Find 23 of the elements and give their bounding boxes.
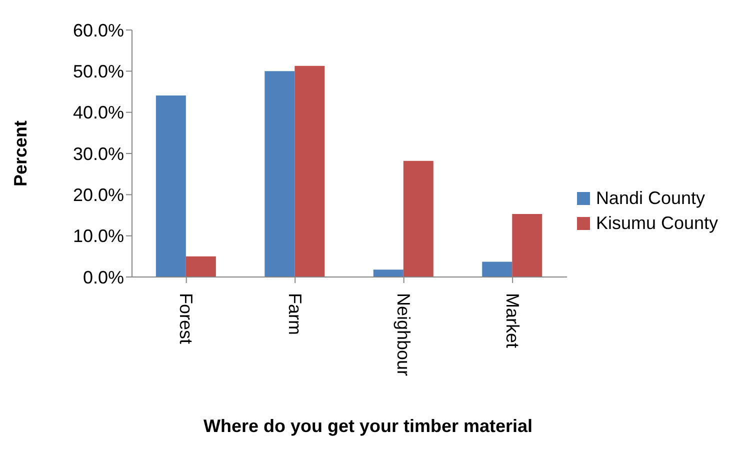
- legend-label: Nandi County: [596, 188, 706, 208]
- x-tick-label: Farm: [284, 293, 305, 335]
- y-tick-label: 50.0%: [72, 62, 124, 82]
- x-tick-label: Forest: [176, 293, 196, 344]
- y-tick-label: 20.0%: [72, 185, 124, 206]
- x-tick-label: Market: [502, 293, 522, 348]
- bar: [186, 256, 216, 277]
- y-tick-label: 40.0%: [72, 102, 124, 123]
- y-tick-label: 60.0%: [72, 20, 124, 40]
- bar: [482, 262, 512, 277]
- x-tick-label: Neighbour: [394, 293, 414, 376]
- y-tick-label: 30.0%: [72, 144, 124, 164]
- legend-label: Kisumu County: [596, 212, 718, 234]
- y-axis-title: Percent: [10, 120, 30, 187]
- bar: [264, 71, 295, 277]
- bar: [512, 214, 542, 277]
- bar: [294, 66, 325, 277]
- y-tick-label: 0.0%: [82, 267, 124, 288]
- x-axis-title: Where do you get your timber material: [202, 416, 534, 437]
- y-tick-label: 10.0%: [72, 226, 124, 246]
- bar: [403, 160, 434, 277]
- bar: [156, 95, 186, 277]
- bar: [373, 270, 404, 277]
